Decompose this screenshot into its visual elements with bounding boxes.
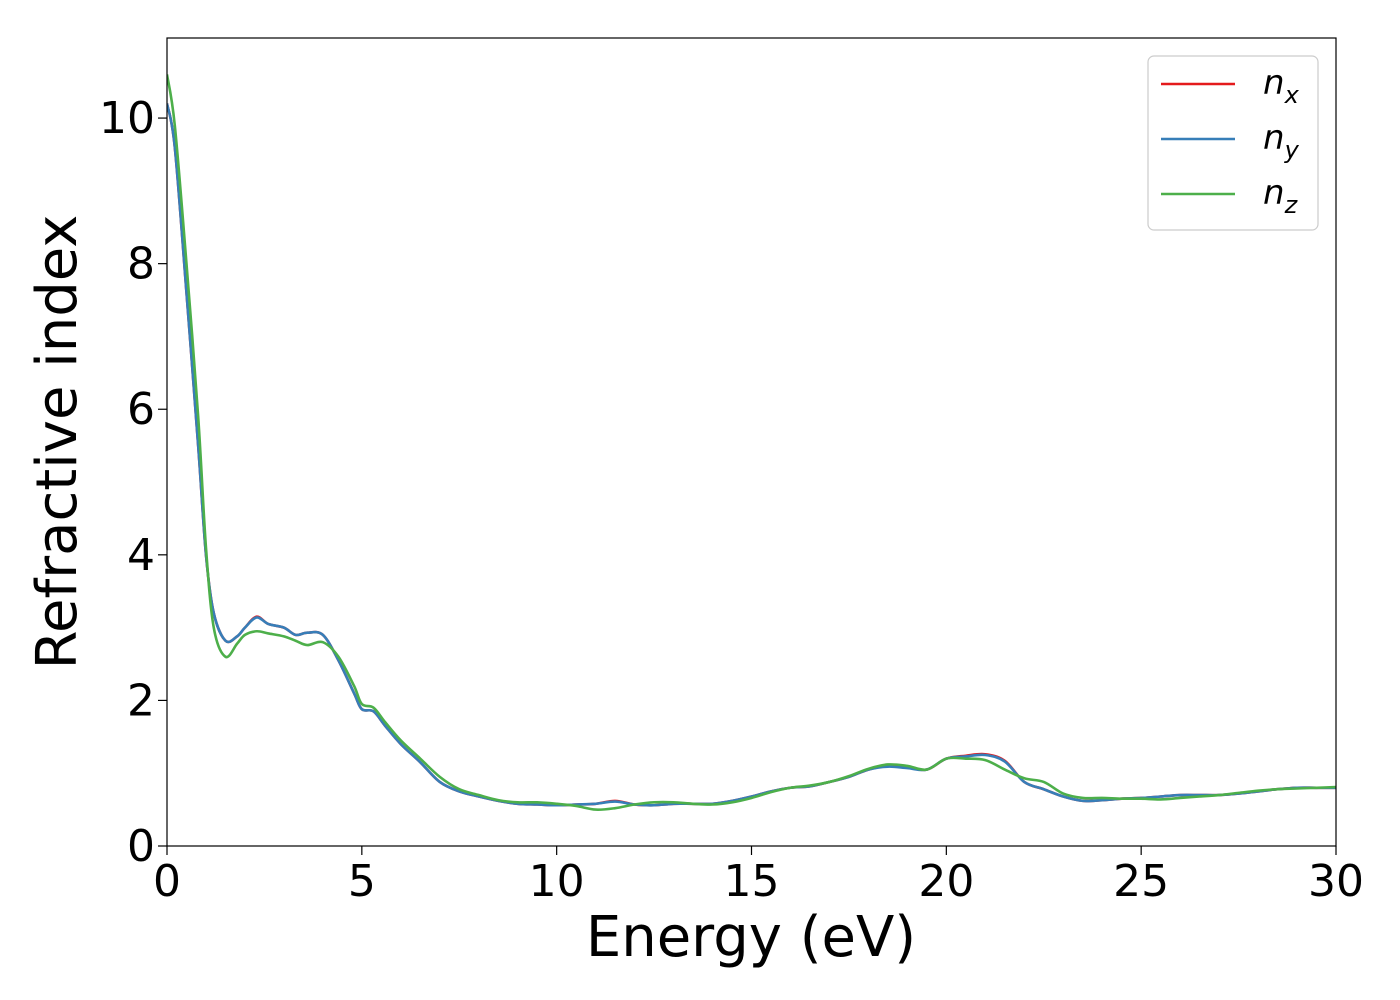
legend-label-n-z: nz [1263,173,1299,219]
y-tick-label: 6 [127,384,155,435]
x-tick-label: 15 [724,856,780,907]
series-line-n-z [167,74,1336,811]
x-tick-label: 30 [1308,856,1364,907]
x-tick-label: 20 [918,856,974,907]
y-axis-ticks: 0 2 4 6 8 10 [99,93,167,872]
legend-box [1147,55,1319,231]
series-layer [167,74,1336,811]
legend: nx ny nz [1147,55,1319,231]
y-tick-label: 2 [127,675,155,726]
x-tick-label: 10 [529,856,585,907]
x-axis-ticks: 0 5 10 15 20 25 30 [153,846,1364,907]
y-tick-label: 10 [99,93,155,144]
x-axis-title: Energy (eV) [586,905,916,970]
y-tick-label: 0 [127,821,155,872]
legend-label-n-y: ny [1263,118,1300,164]
y-tick-label: 8 [127,239,155,290]
x-tick-label: 25 [1113,856,1169,907]
y-axis-title: Refractive index [25,215,90,670]
x-tick-label: 5 [348,856,376,907]
legend-label-n-x: nx [1263,63,1300,109]
y-tick-label: 4 [127,530,155,581]
x-tick-label: 0 [153,856,181,907]
